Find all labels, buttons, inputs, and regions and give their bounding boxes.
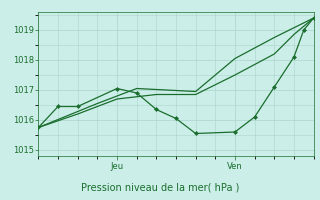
- Text: Pression niveau de la mer( hPa ): Pression niveau de la mer( hPa ): [81, 182, 239, 192]
